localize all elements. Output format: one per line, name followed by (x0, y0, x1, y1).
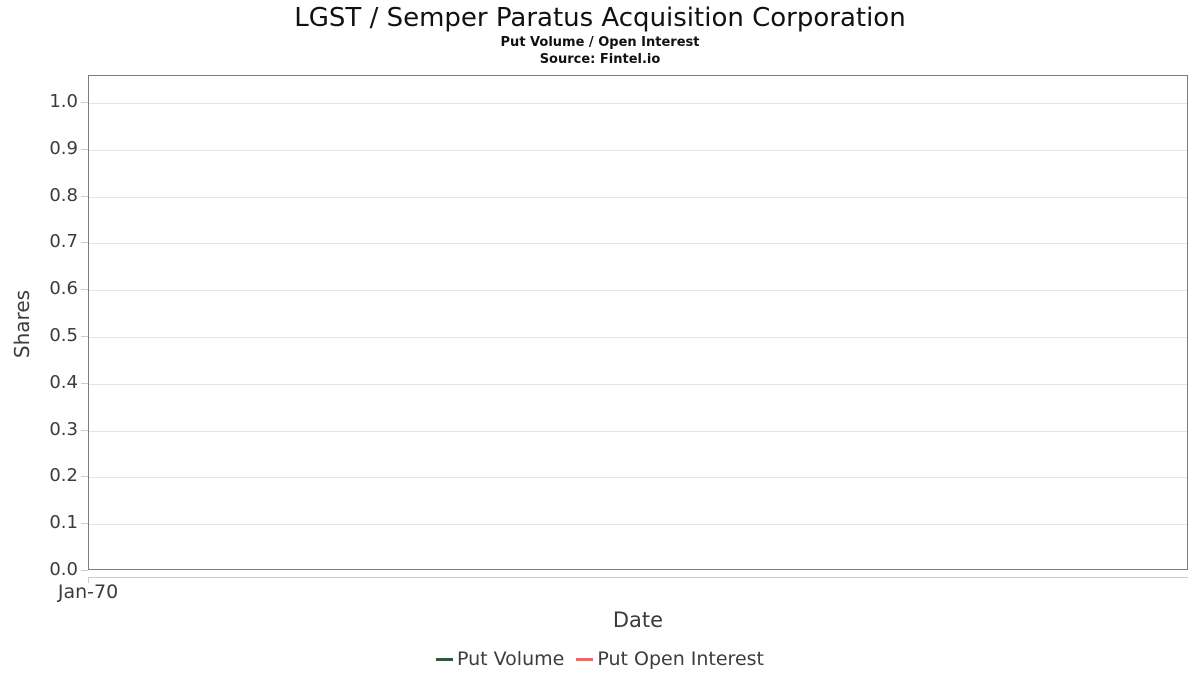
y-tick-label: 0.2 (49, 465, 78, 487)
y-axis-tick (81, 382, 88, 384)
gridline-y-0.4 (89, 383, 1187, 385)
y-tick-label: 0.7 (49, 231, 78, 253)
plot-area (88, 75, 1188, 570)
legend-label-put-volume: Put Volume (457, 648, 565, 670)
y-tick-label: 0.1 (49, 512, 78, 534)
x-axis-line (88, 577, 1188, 578)
gridline-y-0.2 (89, 477, 1187, 479)
chart-source: Source: Fintel.io (539, 52, 661, 67)
y-tick-label: 0.5 (49, 325, 78, 346)
legend: Put Volume Put Open Interest (0, 645, 1200, 673)
x-axis-title: Date (612, 608, 664, 632)
y-tick-label: 0.6 (49, 278, 78, 300)
chart-subtitle: Put Volume / Open Interest (500, 35, 700, 50)
y-axis-tick (81, 195, 88, 197)
put-open-interest-line-icon (576, 657, 594, 661)
y-axis-tick (81, 476, 88, 478)
gridline-y-0.8 (89, 196, 1187, 198)
legend-label-put-open-interest: Put Open Interest (597, 648, 764, 670)
gridline-y-0.1 (89, 524, 1187, 526)
gridline-y-0.3 (89, 430, 1187, 432)
y-axis-tick (81, 523, 88, 525)
gridline-y-0.5 (89, 337, 1187, 338)
y-axis-tick (81, 570, 88, 571)
chart-title: LGST / Semper Paratus Acquisition Corpor… (294, 3, 906, 33)
y-tick-label: 0.4 (49, 371, 78, 393)
y-axis-tick (81, 148, 88, 150)
y-tick-label: 0.3 (49, 418, 78, 440)
y-tick-label: 0.9 (49, 137, 78, 159)
legend-item-put-volume[interactable]: Put Volume (436, 648, 564, 670)
y-axis-tick (81, 289, 88, 291)
y-tick-label: 1.0 (49, 91, 78, 112)
gridline-y-0.9 (89, 149, 1187, 151)
x-tick-label: Jan-70 (57, 581, 119, 603)
y-axis-tick (81, 336, 88, 337)
gridline-y-0.6 (89, 290, 1187, 292)
legend-item-put-open-interest[interactable]: Put Open Interest (576, 648, 764, 670)
gridline-y-1.0 (89, 103, 1187, 104)
gridline-y-0.7 (89, 243, 1187, 245)
y-axis-tick (81, 102, 88, 103)
y-axis-tick (81, 429, 88, 431)
y-axis-tick (81, 242, 88, 244)
y-tick-label: 0.8 (49, 184, 78, 206)
y-tick-label: 0.0 (49, 559, 78, 580)
x-axis-tick (88, 577, 89, 583)
put-volume-line-icon (436, 657, 453, 661)
